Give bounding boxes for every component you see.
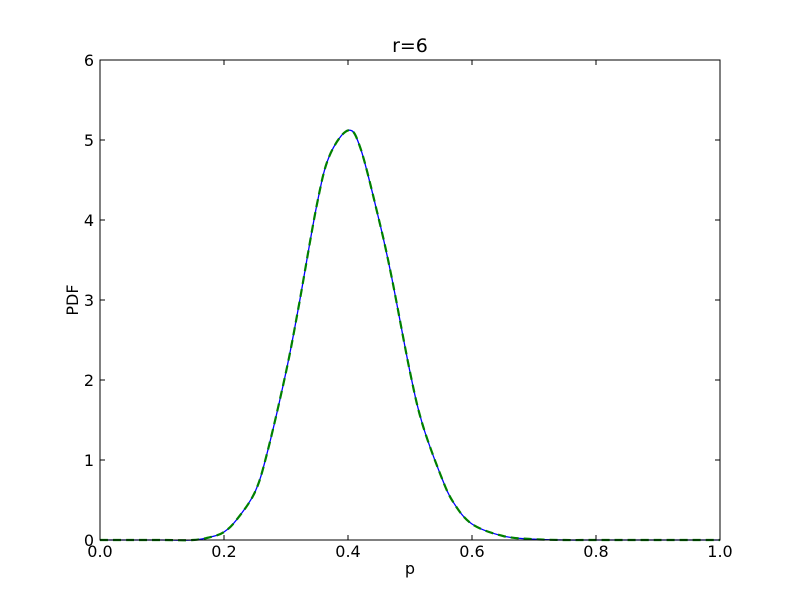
chart-title: r=6 [392, 35, 428, 57]
plot-area [100, 60, 720, 540]
x-tick-label: 0.6 [459, 542, 484, 561]
y-tick-label: 4 [84, 211, 94, 230]
x-tick-label: 1.0 [707, 542, 732, 561]
dashed-series-line [100, 129, 720, 542]
x-tick-label: 0.4 [335, 542, 360, 561]
plot-frame [99, 59, 721, 541]
x-tick-label: 0.0 [87, 542, 112, 561]
y-tick-label: 5 [84, 131, 94, 150]
x-axis-label: p [405, 559, 415, 578]
y-tick-labels: 0 1 2 3 4 5 6 [84, 51, 94, 550]
y-tick-label: 0 [84, 531, 94, 550]
series-layer [100, 129, 720, 542]
y-axis-label: PDF [63, 284, 82, 315]
x-tick-label: 0.8 [583, 542, 608, 561]
y-tick-label: 1 [84, 451, 94, 470]
y-tick-label: 6 [84, 51, 94, 70]
x-tick-labels: 0.0 0.2 0.4 0.6 0.8 1.0 [87, 542, 732, 561]
x-tick-label: 0.2 [211, 542, 236, 561]
y-tick-label: 3 [84, 291, 94, 310]
y-tick-label: 2 [84, 371, 94, 390]
